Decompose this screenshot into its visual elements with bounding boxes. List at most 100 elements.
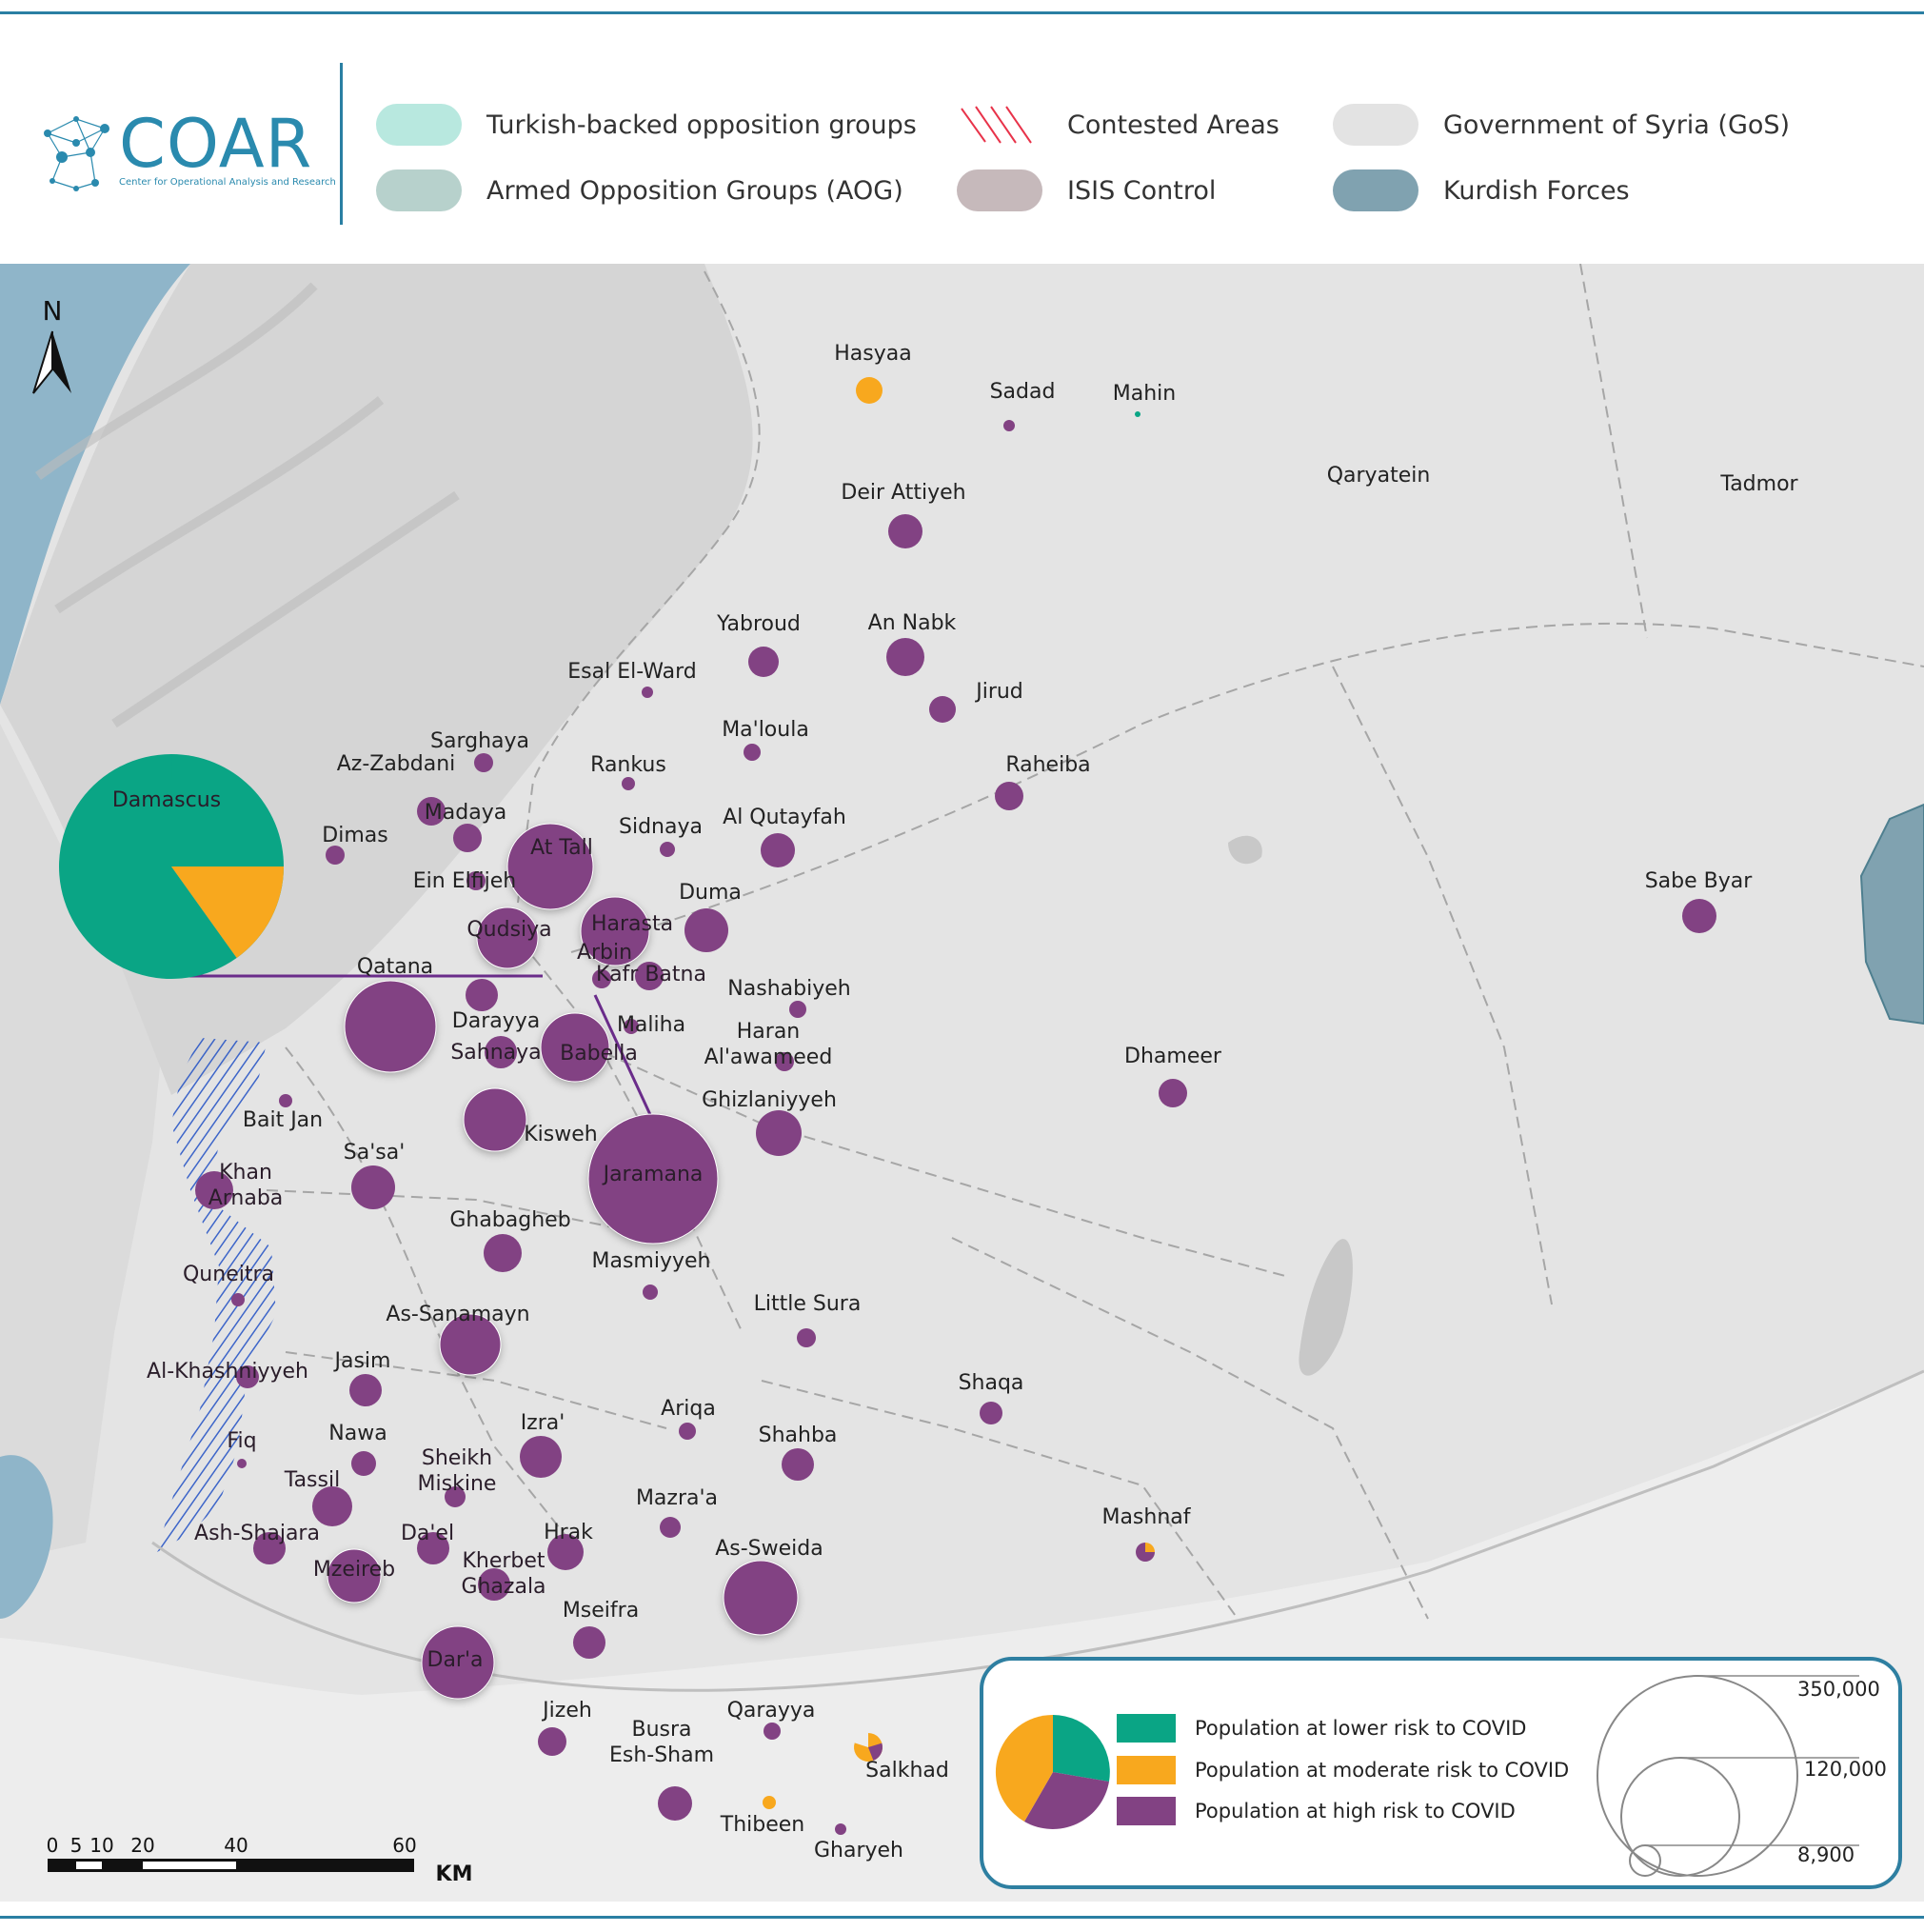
- salt-flat: [1228, 835, 1262, 865]
- place-salkhad: Salkhad: [854, 1733, 949, 1783]
- place-label: Rankus: [590, 753, 666, 777]
- place-little-sura: Little Sura: [754, 1292, 861, 1347]
- place-label: Al-Khashniyyeh: [147, 1360, 308, 1384]
- place-marker: [484, 1234, 522, 1272]
- place-marker: [980, 1402, 1002, 1424]
- scale-tick: 5: [70, 1834, 83, 1857]
- header-divider: [340, 63, 343, 225]
- place-label: Jirud: [974, 680, 1023, 704]
- place-label: Busra Esh-Sham: [609, 1718, 714, 1767]
- place-label: Tassil: [284, 1468, 340, 1492]
- place-label: Gharyeh: [814, 1839, 903, 1862]
- place-raheiba: Raheiba: [995, 753, 1091, 810]
- place-nawa: Nawa: [328, 1422, 387, 1476]
- pie-slice: [171, 754, 284, 866]
- place-label: Nawa: [328, 1422, 387, 1445]
- place-label: Jizeh: [541, 1699, 592, 1723]
- place-marker: [453, 824, 482, 852]
- map-canvas: Damascus Hasyaa Sadad Mahin Deir Attiyeh Qary…: [0, 264, 1924, 1902]
- place-label: Da'el: [401, 1522, 454, 1545]
- place-marker: [580, 896, 650, 966]
- place-jasim: Jasim: [333, 1349, 390, 1406]
- place-marker: [761, 833, 795, 867]
- top-rule: [0, 11, 1924, 14]
- place-label: Shaqa: [959, 1371, 1024, 1395]
- place-label: Shahba: [759, 1424, 838, 1447]
- admin-boundaries: [266, 264, 1924, 1620]
- place-label: Deir Attiyeh: [841, 481, 965, 505]
- place-label: Mazra'a: [636, 1486, 718, 1510]
- place-label: At Tall: [530, 836, 593, 860]
- place-shahba: Shahba: [759, 1424, 838, 1481]
- place-marker: [466, 871, 486, 890]
- place-label: Qatana: [357, 955, 433, 979]
- place-label: Ash-Shajara: [194, 1522, 320, 1545]
- place-marker: [476, 906, 539, 969]
- legend-label: Kurdish Forces: [1443, 175, 1630, 206]
- risk-label: Population at lower risk to COVID: [1195, 1717, 1527, 1740]
- pie-slice: [171, 866, 284, 958]
- risk-swatch: [1117, 1756, 1176, 1784]
- salt-flat: [1299, 1239, 1353, 1376]
- place-marker: [466, 979, 498, 1011]
- place-label: Damascus: [112, 788, 221, 812]
- place-label: Thibeen: [720, 1813, 804, 1837]
- lake: [0, 1455, 53, 1619]
- place-label: Hasyaa: [834, 342, 911, 366]
- place-marker: [775, 1052, 794, 1071]
- place-az-zabdani: Az-Zabdani: [337, 752, 455, 826]
- place-marker: [929, 696, 956, 723]
- place-marker: [237, 1459, 247, 1468]
- place-sabe-byar: Sabe Byar: [1645, 869, 1753, 933]
- place-label: Masmiyyeh: [592, 1249, 711, 1273]
- place-marker: [763, 1796, 776, 1809]
- legend-pie: [995, 1715, 1110, 1829]
- place-label: Sa'sa': [344, 1141, 406, 1165]
- place-marker: [587, 1113, 719, 1245]
- place-arbin: Arbin: [577, 941, 632, 988]
- place-da-el: Da'el: [401, 1522, 454, 1564]
- place-izra: Izra': [520, 1411, 565, 1478]
- place-marker: [417, 1532, 449, 1564]
- place-ghabagheb: Ghabagheb: [449, 1208, 571, 1272]
- place-shaqa: Shaqa: [959, 1371, 1024, 1424]
- north-arrow-icon: N: [32, 295, 71, 394]
- place-tassil: Tassil: [284, 1468, 352, 1526]
- place-ghizlaniyyeh: Ghizlaniyyeh: [702, 1088, 837, 1156]
- place-an-nabk: An Nabk: [868, 611, 957, 676]
- place-marker: [538, 1727, 566, 1756]
- place-marker: [660, 842, 675, 857]
- pie-slice: [1145, 1543, 1155, 1552]
- place-label: Mzeireb: [313, 1558, 395, 1582]
- place-marker: [748, 647, 779, 677]
- place-qaryatein: Qaryatein: [1327, 464, 1431, 488]
- legend-swatch: [1333, 169, 1418, 211]
- jordan-border: [151, 1369, 1924, 1692]
- place-marker: [540, 1012, 610, 1083]
- risk-label: Population at high risk to COVID: [1195, 1800, 1516, 1822]
- place-haran-al-awameed: Haran Al'awameed: [704, 1020, 832, 1071]
- risk-row-high: Population at high risk to COVID: [1117, 1797, 1516, 1825]
- map-legend: Population at lower risk to COVID Popula…: [980, 1657, 1902, 1889]
- place-marker: [547, 1534, 584, 1570]
- place-marker: [658, 1786, 692, 1821]
- logo-subtitle: Center for Operational Analysis and Rese…: [119, 177, 336, 188]
- contested-area: [157, 1038, 276, 1552]
- place-marker: [327, 1548, 382, 1603]
- place-al-khashniyyeh: Al-Khashniyyeh: [147, 1360, 308, 1388]
- risk-swatch: [1117, 1797, 1176, 1825]
- place-dar-a: Dar'a: [421, 1625, 495, 1700]
- place-al-qutayfah: Al Qutayfah: [723, 806, 846, 867]
- place-jaramana: Jaramana: [587, 1113, 719, 1245]
- place-qarayya: Qarayya: [727, 1699, 815, 1740]
- place-babella: Babella: [540, 1012, 638, 1083]
- north-label: N: [43, 295, 63, 327]
- place-label: Jaramana: [602, 1163, 704, 1186]
- place-qatana: Qatana: [344, 955, 437, 1073]
- place-marker: [744, 744, 761, 761]
- place-label: Madaya: [425, 801, 506, 825]
- place-marker: [622, 777, 635, 790]
- place-label: Mashnaf: [1101, 1505, 1191, 1529]
- place-label: Dhameer: [1124, 1045, 1222, 1068]
- map-header: COAR Center for Operational Analysis and…: [0, 0, 1924, 262]
